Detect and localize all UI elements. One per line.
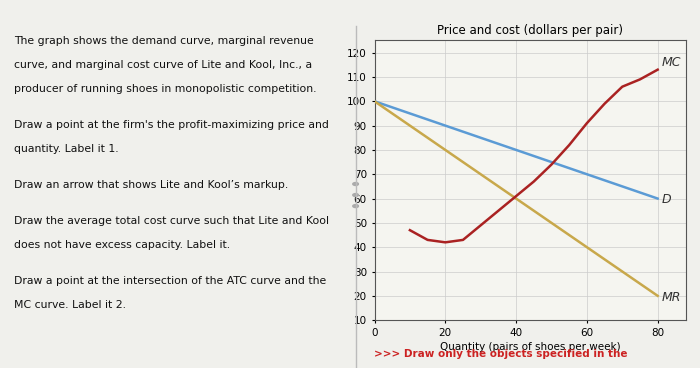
Text: D: D bbox=[662, 193, 671, 206]
Text: Draw an arrow that shows Lite and Kool’s markup.: Draw an arrow that shows Lite and Kool’s… bbox=[14, 180, 288, 190]
Text: Draw the average total cost curve such that Lite and Kool: Draw the average total cost curve such t… bbox=[14, 216, 329, 226]
Text: Draw a point at the firm's the profit-maximizing price and: Draw a point at the firm's the profit-ma… bbox=[14, 120, 329, 130]
Text: MC: MC bbox=[662, 56, 680, 69]
Text: curve, and marginal cost curve of Lite and Kool, Inc., a: curve, and marginal cost curve of Lite a… bbox=[14, 60, 312, 70]
Text: >>> Draw only the objects specified in the: >>> Draw only the objects specified in t… bbox=[374, 349, 628, 359]
X-axis label: Quantity (pairs of shoes per week): Quantity (pairs of shoes per week) bbox=[440, 342, 621, 352]
Text: quantity. Label it 1.: quantity. Label it 1. bbox=[14, 144, 118, 154]
Text: producer of running shoes in monopolistic competition.: producer of running shoes in monopolisti… bbox=[14, 84, 316, 94]
Text: The graph shows the demand curve, marginal revenue: The graph shows the demand curve, margin… bbox=[14, 36, 314, 46]
Text: Draw a point at the intersection of the ATC curve and the: Draw a point at the intersection of the … bbox=[14, 276, 326, 286]
Title: Price and cost (dollars per pair): Price and cost (dollars per pair) bbox=[438, 24, 623, 36]
Text: does not have excess capacity. Label it.: does not have excess capacity. Label it. bbox=[14, 240, 230, 250]
Text: MR: MR bbox=[662, 291, 680, 304]
Text: MC curve. Label it 2.: MC curve. Label it 2. bbox=[14, 300, 126, 310]
